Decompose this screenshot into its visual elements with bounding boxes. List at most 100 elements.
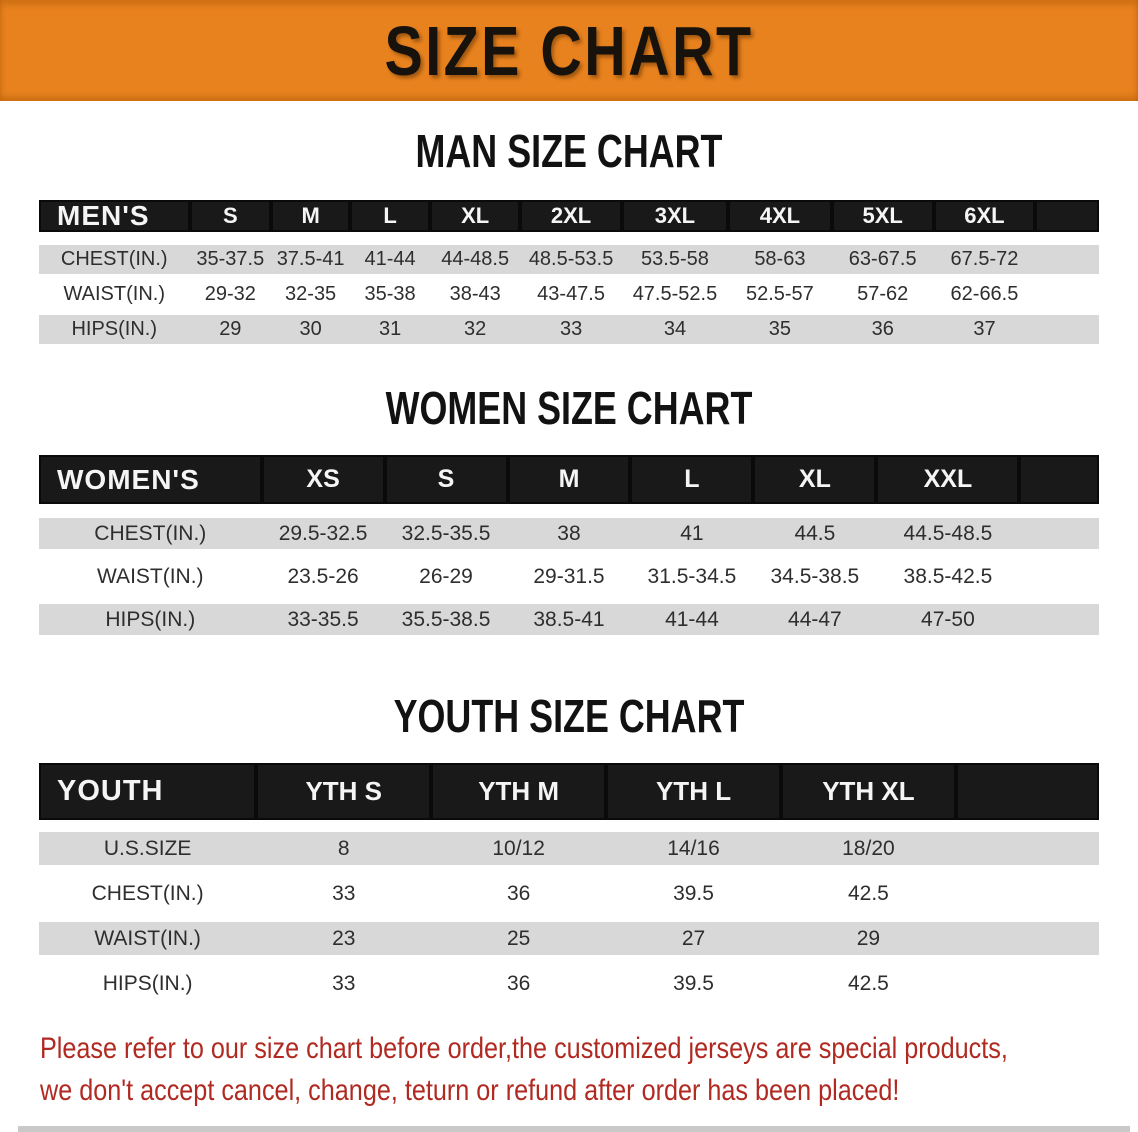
cell-value: 44.5-48.5: [876, 512, 1020, 555]
table-row: CHEST(IN.) 33 36 39.5 42.5: [39, 871, 1099, 916]
cell-value: 36: [831, 312, 934, 347]
table-group-label: MEN'S: [39, 200, 190, 242]
row-label: HIPS(IN.): [39, 312, 190, 347]
men-section-heading: MAN SIZE CHART: [415, 125, 723, 177]
filler-cell: [955, 763, 1099, 826]
cell-value: 37: [933, 312, 1036, 347]
footer-warning: Please refer to our size chart before or…: [40, 1028, 1138, 1112]
cell-value: 38.5-42.5: [903, 564, 993, 588]
youth-section-heading: YOUTH SIZE CHART: [393, 690, 745, 742]
table-row: WAIST(IN.) 23.5-26 26-29 29-31.5 31.5-34.5 34…: [39, 555, 1099, 598]
cell-value: 33-35.5: [261, 598, 385, 641]
table-group-label: YOUTH: [39, 763, 257, 826]
table-row: CHEST(IN.) 35-37.5 37.5-41 41-44 44-48.5 48.5…: [39, 242, 1099, 277]
cell-value: 29: [780, 916, 956, 961]
cell-value: 41-44: [630, 598, 754, 641]
row-label: CHEST(IN.): [39, 512, 262, 555]
table-row: U.S.SIZE 8 10/12 14/16 18/20: [39, 826, 1099, 871]
cell-value: 29: [189, 312, 272, 347]
table-row: WAIST(IN.) 23 25 27 29: [39, 916, 1099, 961]
women-size-table: WOMEN'S XS S M L XL XXL CHEST(IN.) 29.5-32.5 32.5…: [39, 455, 1099, 641]
column-header: YTH XL: [780, 763, 956, 826]
cell-value: 36: [506, 971, 531, 995]
table-row: HIPS(IN.) 33 36 39.5 42.5: [39, 961, 1099, 1006]
column-header: XL: [753, 455, 877, 512]
column-header: 4XL: [727, 200, 832, 242]
column-header: YTH S: [256, 763, 432, 826]
cell-value: 18/20: [780, 826, 956, 871]
cell-value: 34.5-38.5: [770, 564, 860, 588]
cell-value: 67.5-72: [933, 242, 1036, 277]
row-label: WAIST(IN.): [97, 564, 204, 588]
cell-value: 29-32: [204, 283, 256, 305]
cell-value: 32: [430, 312, 521, 347]
filler-cell: [956, 961, 1099, 1006]
men-section: MAN SIZE CHART MEN'S S M L XL 2XL 3XL 4XL 5XL 6XL…: [0, 128, 1138, 347]
filler-cell: [1019, 598, 1099, 641]
cell-value: 8: [256, 826, 432, 871]
header-row: MEN'S S M L XL 2XL 3XL 4XL 5XL 6XL: [39, 200, 1099, 242]
cell-value: 63-67.5: [831, 242, 934, 277]
cell-value: 33: [332, 971, 356, 995]
column-header: XXL: [876, 455, 1020, 512]
row-label: WAIST(IN.): [39, 916, 257, 961]
cell-value: 44-48.5: [430, 242, 521, 277]
row-label: CHEST(IN.): [39, 242, 190, 277]
cell-value: 14/16: [606, 826, 781, 871]
column-header: L: [350, 200, 431, 242]
filler-cell: [955, 916, 1099, 961]
cell-value: 42.5: [847, 971, 889, 995]
filler-cell: [1035, 312, 1099, 347]
cell-value: 35-38: [364, 283, 416, 305]
table-group-label: WOMEN'S: [39, 455, 262, 512]
cell-value: 53.5-58: [621, 242, 728, 277]
cell-value: 36: [506, 881, 531, 905]
column-header: XL: [430, 200, 521, 242]
cell-value: 30: [271, 312, 351, 347]
column-header: 5XL: [831, 200, 934, 242]
column-header: YTH L: [606, 763, 781, 826]
cell-value: 48.5-53.5: [520, 242, 622, 277]
filler-cell: [1035, 277, 1099, 312]
filler-cell: [1019, 555, 1099, 598]
row-label: WAIST(IN.): [63, 283, 165, 305]
cell-value: 47-50: [876, 598, 1020, 641]
cell-value: 10/12: [431, 826, 607, 871]
column-header: S: [189, 200, 272, 242]
cell-value: 42.5: [847, 881, 889, 905]
row-label: U.S.SIZE: [39, 826, 257, 871]
filler-cell: [1019, 455, 1099, 512]
column-header: M: [507, 455, 631, 512]
cell-value: 41-44: [350, 242, 431, 277]
cell-value: 35-37.5: [189, 242, 272, 277]
bottom-divider-bar: [18, 1126, 1130, 1132]
table-row: CHEST(IN.) 29.5-32.5 32.5-35.5 38 41 44.5 44.5…: [39, 512, 1099, 555]
filler-cell: [955, 826, 1099, 871]
row-label: HIPS(IN.): [102, 971, 193, 995]
table-row: HIPS(IN.) 33-35.5 35.5-38.5 38.5-41 41-44 44-…: [39, 598, 1099, 641]
banner-title: SIZE CHART: [384, 11, 754, 90]
youth-size-table: YOUTH YTH S YTH M YTH L YTH XL U.S.SIZE 8 10/12…: [39, 763, 1099, 1006]
cell-value: 44.5: [753, 512, 877, 555]
women-section-heading: WOMEN SIZE CHART: [385, 382, 753, 434]
cell-value: 32-35: [285, 283, 337, 305]
cell-value: 57-62: [857, 283, 909, 305]
cell-value: 58-63: [727, 242, 832, 277]
cell-value: 23: [256, 916, 432, 961]
cell-value: 33: [332, 881, 356, 905]
column-header: S: [384, 455, 508, 512]
cell-value: 62-66.5: [950, 283, 1019, 305]
men-size-table: MEN'S S M L XL 2XL 3XL 4XL 5XL 6XL CHEST(IN.) 35-37…: [39, 200, 1099, 347]
footer-warning-line-1: Please refer to our size chart before or…: [40, 1032, 1008, 1065]
table-row: WAIST(IN.) 29-32 32-35 35-38 38-43 43-47.5 47.…: [39, 277, 1099, 312]
row-label: CHEST(IN.): [91, 881, 204, 905]
table-row: HIPS(IN.) 29 30 31 32 33 34 35 36 37: [39, 312, 1099, 347]
cell-value: 52.5-57: [745, 283, 814, 305]
youth-section: YOUTH SIZE CHART YOUTH YTH S YTH M YTH L YTH…: [0, 693, 1138, 1006]
cell-value: 35.5-38.5: [384, 598, 508, 641]
cell-value: 34: [621, 312, 728, 347]
women-section: WOMEN SIZE CHART WOMEN'S XS S M L XL XXL CHEST(…: [0, 385, 1138, 641]
cell-value: 32.5-35.5: [384, 512, 508, 555]
cell-value: 23.5-26: [287, 564, 359, 588]
